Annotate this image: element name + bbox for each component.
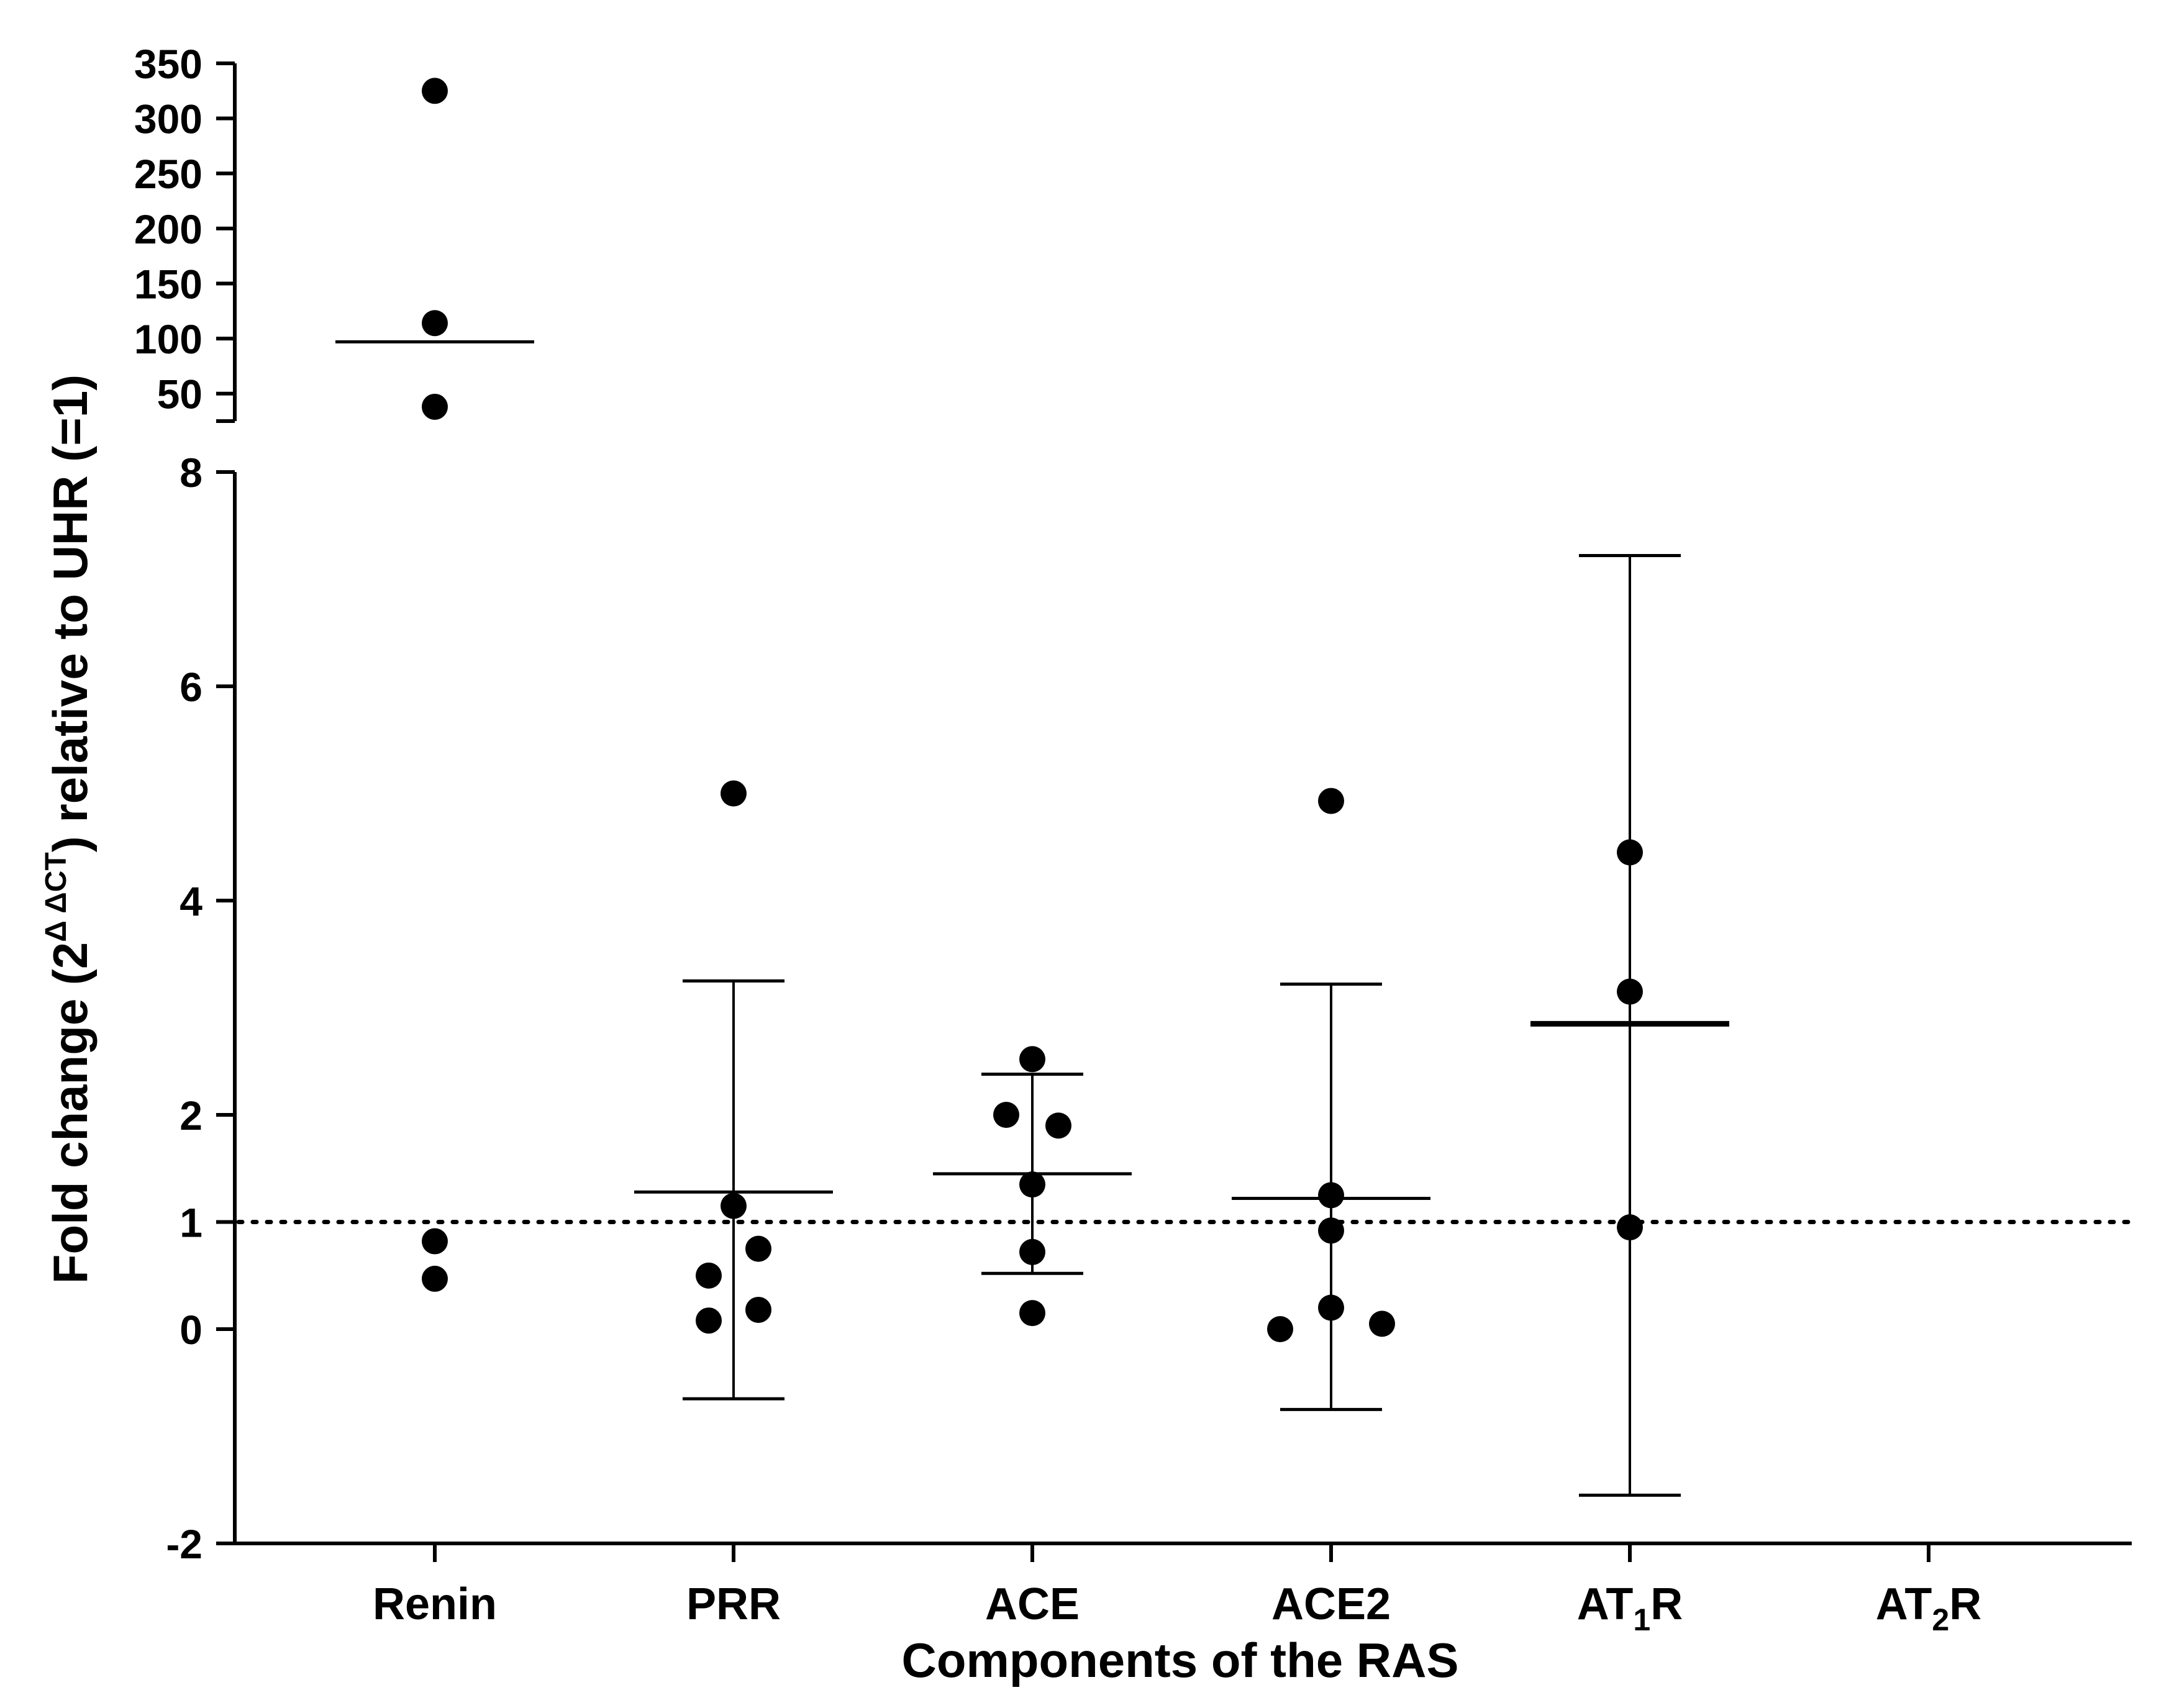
data-point — [1019, 1046, 1045, 1073]
y-tick-label: 2 — [180, 1092, 202, 1138]
data-point — [1019, 1300, 1045, 1327]
data-point — [422, 310, 448, 337]
data-point — [422, 1228, 448, 1255]
y-tick-label: 350 — [134, 41, 202, 87]
x-tick-label-base: ACE2 — [1271, 1579, 1391, 1629]
x-tick-label-base: AT — [1876, 1579, 1932, 1629]
y-tick-label: 8 — [180, 450, 202, 496]
data-point — [1318, 788, 1344, 814]
data-point — [1045, 1112, 1071, 1139]
y-tick-label: 50 — [157, 371, 202, 417]
data-point — [1019, 1238, 1045, 1265]
data-point — [1369, 1311, 1395, 1337]
data-point — [1318, 1217, 1344, 1244]
y-axis-title-superscript: Δ ΔCT — [40, 852, 73, 942]
y-tick-label: -2 — [166, 1521, 202, 1567]
x-tick-label: AT1R — [1577, 1579, 1683, 1637]
data-point — [721, 780, 747, 807]
x-tick-label: ACE — [985, 1579, 1080, 1629]
x-tick-label: ACE2 — [1271, 1579, 1391, 1629]
y-tick-label: 200 — [134, 206, 202, 252]
data-point — [993, 1102, 1019, 1128]
data-point — [422, 393, 448, 420]
y-tick-label: 250 — [134, 151, 202, 197]
y-tick-label: 150 — [134, 261, 202, 307]
x-tick-label-base: Renin — [373, 1579, 497, 1629]
data-point — [422, 1265, 448, 1292]
data-point — [1617, 1214, 1643, 1241]
data-point — [696, 1307, 722, 1334]
y-tick-label: 1 — [180, 1200, 202, 1246]
data-point — [1267, 1316, 1293, 1342]
y-axis-title: Fold change (2Δ ΔCT) relative to UHR (=1… — [40, 375, 98, 1284]
data-point — [422, 78, 448, 104]
data-point — [1617, 978, 1643, 1005]
y-tick-label: 100 — [134, 316, 202, 362]
y-axis-title-suffix: ) relative to UHR (=1) — [43, 375, 98, 852]
x-tick-label-base: AT — [1577, 1579, 1634, 1629]
data-point — [745, 1235, 771, 1262]
x-axis-title: Components of the RAS — [902, 1633, 1459, 1688]
data-point — [1019, 1171, 1045, 1198]
x-tick-label-rest: R — [1650, 1579, 1683, 1629]
y-tick-label: 0 — [180, 1307, 202, 1353]
data-point — [721, 1192, 747, 1219]
x-tick-label: AT2R — [1876, 1579, 1981, 1637]
y-tick-label: 6 — [180, 664, 202, 710]
chart-marks — [236, 78, 2134, 1497]
axes — [216, 61, 2132, 1562]
data-point — [1617, 839, 1643, 866]
x-tick-label-subscript: 1 — [1633, 1602, 1650, 1637]
x-tick-label: Renin — [373, 1579, 497, 1629]
data-point — [696, 1262, 722, 1289]
x-tick-label: PRR — [686, 1579, 781, 1629]
data-point — [745, 1296, 771, 1323]
x-tick-label-rest: R — [1949, 1579, 1981, 1629]
y-tick-label: 300 — [134, 96, 202, 142]
x-tick-label-base: ACE — [985, 1579, 1080, 1629]
data-point — [1318, 1294, 1344, 1321]
y-axis-title-prefix: Fold change (2 — [43, 942, 98, 1284]
y-tick-label: 4 — [180, 878, 202, 924]
chart-labels: -2 0 1 2 4 6 8 50 100 150 200 250 300 350 Renin PRR ACE A… — [134, 41, 1981, 1637]
data-point — [1318, 1182, 1344, 1209]
x-tick-label-base: PRR — [686, 1579, 781, 1629]
x-tick-label-subscript: 2 — [1932, 1602, 1949, 1637]
